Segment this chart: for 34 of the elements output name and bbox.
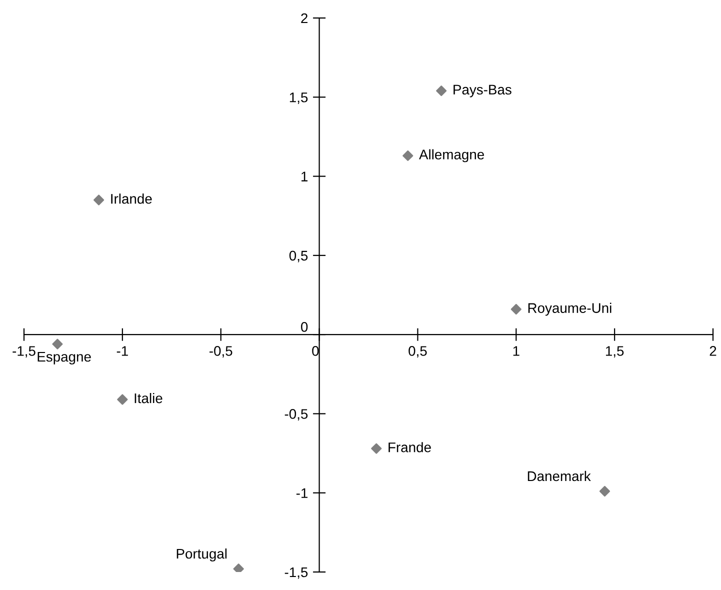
- annotation: Royaume-Uni: [528, 302, 612, 316]
- annotation: Allemagne: [419, 149, 484, 162]
- annotation: Pays-Bas: [454, 84, 512, 98]
- y-tick-label: -1: [296, 488, 308, 498]
- x-tick-label: -0,5: [210, 346, 232, 358]
- y-tick-label: -1,5: [284, 567, 308, 579]
- y-tick-label: 0: [300, 322, 308, 332]
- y-tick-label: 2: [301, 13, 308, 24]
- point: [402, 150, 414, 162]
- point: [94, 194, 104, 206]
- point: [117, 394, 128, 405]
- y-tick-label: 1,5: [290, 92, 308, 104]
- point: [371, 443, 382, 454]
- y-tick-label: 0,5: [289, 250, 308, 262]
- x-tick-label: 2: [710, 346, 716, 356]
- annotation: Frande: [388, 442, 431, 452]
- annotation: Irlande: [111, 194, 152, 204]
- point: [52, 338, 63, 350]
- x-tick-label: -1: [116, 346, 128, 356]
- annotation: Portugal: [176, 548, 227, 562]
- point: [233, 564, 244, 572]
- annotation: Espagne: [38, 352, 91, 364]
- x-tick-label: 0,5: [408, 346, 427, 358]
- annotation: Italie: [134, 392, 162, 404]
- point: [510, 304, 522, 315]
- y-tick-label: 1: [302, 172, 308, 182]
- point: [436, 86, 447, 96]
- annotation: Danemark: [528, 470, 591, 482]
- y-tick-label: -0,5: [284, 409, 308, 421]
- x-tick-label: 1,5: [606, 346, 624, 358]
- x-tick-label: -1,5: [12, 346, 36, 358]
- x-tick-label: 1: [513, 346, 520, 356]
- x-tick-label: 0: [312, 346, 319, 356]
- point: [599, 486, 610, 497]
